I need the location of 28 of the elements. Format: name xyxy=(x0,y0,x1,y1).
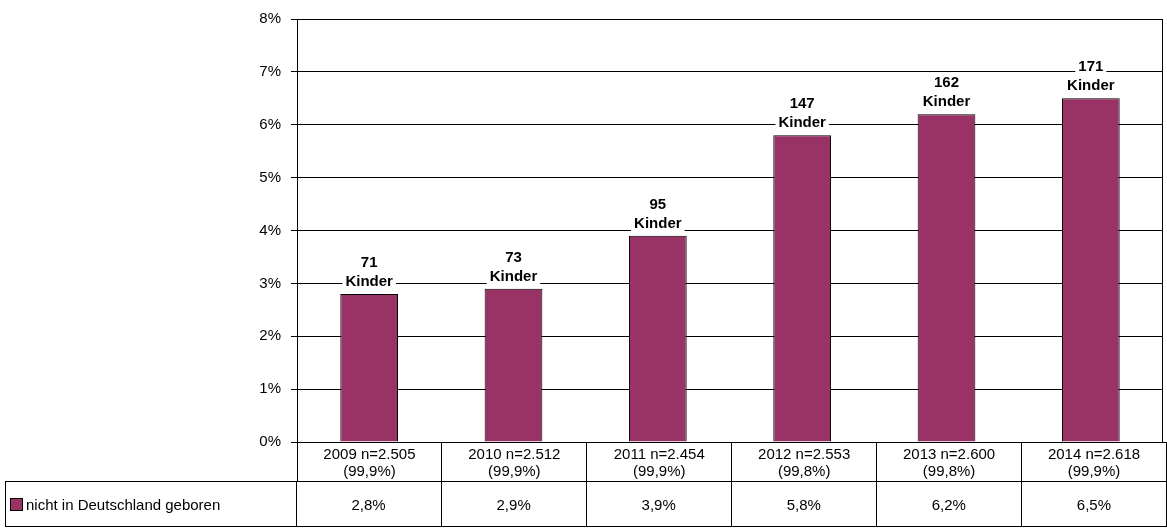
data-label: 2,8% xyxy=(296,481,442,527)
x-tick-label: 2013 n=2.600 (99,8%) xyxy=(876,442,1022,482)
annotation: 162 Kinder xyxy=(922,73,971,110)
annotation: 95 Kinder xyxy=(634,194,682,231)
y-tick-label: 3% xyxy=(259,273,281,291)
annotation: 73 Kinder xyxy=(489,247,538,284)
y-tick-label: 0% xyxy=(259,432,281,450)
x-tick-label: 2012 n=2.553 (99,8%) xyxy=(731,442,877,482)
legend-label: nicht in Deutschland geboren xyxy=(5,481,297,527)
annotation: 171 Kinder xyxy=(1067,57,1115,94)
annotation: 147 Kinder xyxy=(778,94,827,131)
y-tick-label: 1% xyxy=(259,379,281,397)
x-tick-label: 2010 n=2.512 (99,9%) xyxy=(441,442,587,482)
x-tick-label: 2014 n=2.618 (99,9%) xyxy=(1021,442,1167,482)
y-tick-label: 8% xyxy=(259,9,281,27)
data-label: 6,5% xyxy=(1021,481,1167,527)
y-tick-label: 2% xyxy=(259,326,281,344)
y-tick-label: 7% xyxy=(259,62,281,80)
x-tick-label: 2011 n=2.454 (99,9%) xyxy=(586,442,732,482)
data-label: 2,9% xyxy=(441,481,587,527)
y-tick-label: 5% xyxy=(259,167,281,185)
y-tick-label: 4% xyxy=(259,220,281,238)
data-label: 5,8% xyxy=(731,481,877,527)
y-tick-label: 6% xyxy=(259,114,281,132)
data-label: 3,9% xyxy=(586,481,732,527)
data-label: 6,2% xyxy=(876,481,1022,527)
annotation: 71 Kinder xyxy=(345,252,394,289)
x-tick-label: 2009 n=2.505 (99,9%) xyxy=(297,442,442,482)
